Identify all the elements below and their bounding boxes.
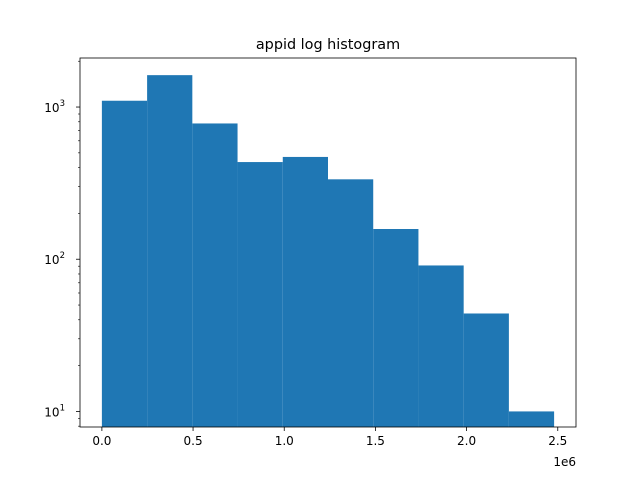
bars-group (101, 75, 555, 428)
x-axis-offset-label: 1e6 (553, 455, 576, 469)
histogram-bar (282, 156, 328, 427)
histogram-bar (101, 100, 148, 428)
x-tick-label: 0.0 (92, 434, 111, 448)
histogram-bar (373, 229, 419, 427)
histogram-bar (147, 75, 193, 428)
x-tick-label: 2.0 (457, 434, 476, 448)
x-axis: 0.0 0.5 1.0 1.5 2.0 2.5 (92, 427, 567, 448)
y-tick-label: 101 (44, 403, 65, 419)
histogram-bar (508, 411, 555, 427)
x-tick-label: 1.5 (366, 434, 385, 448)
histogram-bar (192, 123, 238, 428)
chart-title: appid log histogram (256, 37, 400, 53)
histogram-bar (237, 162, 283, 427)
histogram-bar (418, 265, 464, 427)
y-tick-label: 102 (44, 251, 65, 267)
y-tick-label: 103 (44, 99, 65, 115)
x-tick-label: 0.5 (184, 434, 203, 448)
x-tick-label: 1.0 (275, 434, 294, 448)
histogram-bar (463, 313, 509, 427)
y-axis: 101 102 103 (44, 99, 80, 419)
x-tick-label: 2.5 (548, 434, 567, 448)
plot-frame (79, 57, 577, 428)
histogram-bar (328, 179, 374, 427)
